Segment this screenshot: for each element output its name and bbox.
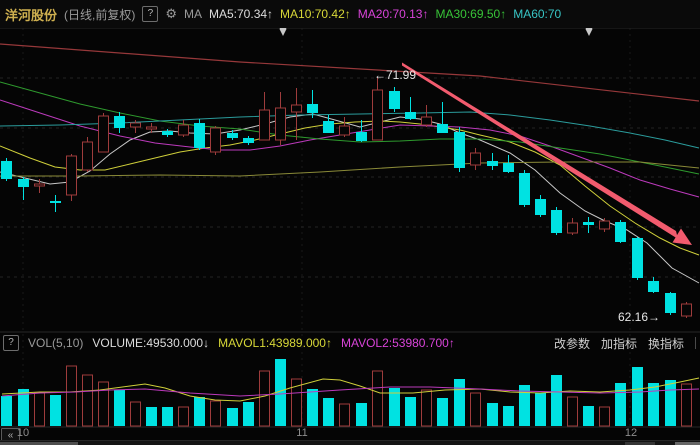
stock-name: 洋河股份: [5, 7, 58, 23]
mavol1-value: MAVOL1:43989.000↑: [218, 336, 332, 350]
ma-line-MA60: [0, 111, 700, 149]
volume-value: VOLUME:49530.000↓: [92, 336, 210, 350]
scrollbar-thumb[interactable]: [0, 442, 78, 445]
candles-layer: [1, 77, 692, 318]
vol-indicator-label: VOL(5,10): [28, 336, 84, 350]
month-label: 10: [16, 427, 30, 439]
low-price-annotation: 62.16→: [618, 310, 661, 324]
ma-line-MA20: [0, 99, 700, 198]
ma10-value: MA10:70.42↑: [280, 7, 351, 21]
mavol2-value: MAVOL2:53980.700↑: [340, 336, 455, 350]
link-switch-indicator[interactable]: 换指标: [647, 336, 684, 351]
ma-line-MA10: [0, 120, 700, 256]
horizontal-scrollbar[interactable]: [0, 440, 700, 445]
volume-header: ? VOL(5,10) VOLUME:49530.000↓ MAVOL1:439…: [0, 333, 700, 353]
volume-trend-arrow: ↓: [203, 336, 210, 350]
ma20-value: MA20:70.13↑: [357, 7, 429, 21]
ma5-trend-arrow: ↑: [267, 7, 274, 21]
ma5-value: MA5:70.34↑: [209, 7, 274, 21]
period-adjust-label: (日线,前复权): [64, 7, 136, 22]
link-change-params[interactable]: 改参数: [553, 336, 590, 351]
ma-group-label: MA: [184, 7, 202, 21]
ma-line-MA5: [0, 113, 700, 284]
scrollbar-segment[interactable]: [675, 442, 700, 445]
mavol2-trend-arrow: ↑: [448, 336, 455, 350]
mavol-line-MAVOL1: [1, 377, 700, 402]
ma-lines: [0, 81, 700, 284]
ma-line-MA-long: [0, 161, 700, 177]
ma30-trend-arrow: ↑: [500, 7, 507, 21]
mavol-line-MAVOL2: [1, 386, 700, 397]
ma30-value: MA30:69.50↑: [435, 7, 507, 21]
mavol-lines: [1, 377, 700, 402]
grid-lines: [0, 27, 700, 428]
chart-header: 洋河股份 (日线,前复权) ? ⚙ MA MA5:70.34↑ MA10:70.…: [0, 0, 700, 28]
down-arrow-annotation: [402, 62, 692, 245]
scrollbar-segment[interactable]: [625, 442, 655, 445]
divider: [695, 337, 696, 349]
trend-line: [0, 43, 700, 102]
ma60-value: MA60:70: [513, 7, 562, 21]
ma20-trend-arrow: ↑: [422, 7, 429, 21]
volume-header-links: 改参数 加指标 换指标: [554, 333, 696, 353]
ma10-trend-arrow: ↑: [344, 7, 351, 21]
time-axis: « 10 11 12: [0, 427, 700, 442]
high-price-annotation: ←71.99: [374, 68, 417, 82]
mavol1-trend-arrow: ↑: [325, 336, 332, 350]
month-label: 11: [296, 427, 308, 439]
indicator-help-button[interactable]: ?: [142, 6, 159, 22]
month-label: 12: [624, 427, 638, 439]
volume-layer: [1, 359, 692, 427]
link-add-indicator[interactable]: 加指标: [600, 336, 637, 351]
settings-gear-icon[interactable]: ⚙: [165, 6, 177, 21]
volume-help-button[interactable]: ?: [3, 335, 19, 351]
